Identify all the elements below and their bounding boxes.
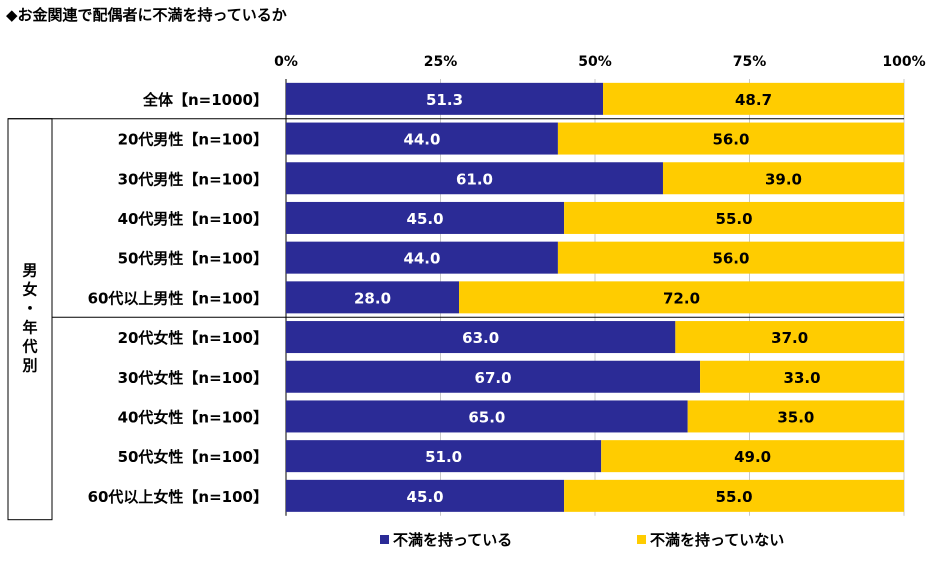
bar-segment (557, 122, 904, 155)
bar-segment (662, 162, 904, 195)
bar-segment (557, 241, 904, 274)
x-tick-label: 25% (424, 54, 458, 70)
category-label: 30代男性【n=100】 (118, 170, 268, 188)
bar-segment (564, 479, 904, 512)
bar-segment (286, 360, 701, 393)
bar-segment (700, 360, 904, 393)
bar-segment (687, 400, 904, 433)
bar-segment (459, 281, 904, 314)
data-label: 56.0 (712, 250, 749, 268)
legend-swatch (380, 535, 389, 544)
bar-segment (564, 201, 904, 234)
data-label: 51.0 (425, 448, 462, 466)
category-label: 全体【n=1000】 (142, 91, 268, 109)
data-label: 44.0 (403, 250, 440, 268)
bar-segment (286, 400, 688, 433)
category-label: 60代以上男性【n=100】 (88, 289, 268, 307)
data-label: 65.0 (468, 408, 505, 426)
group-label-char: 女 (22, 281, 37, 299)
data-label: 63.0 (462, 329, 499, 347)
legend-swatch (637, 535, 646, 544)
group-label-char: 男 (22, 262, 37, 280)
data-label: 48.7 (735, 91, 772, 109)
bar-segment (286, 201, 565, 234)
category-label: 40代女性【n=100】 (118, 408, 268, 426)
bar-segment (286, 241, 558, 274)
category-label: 50代女性【n=100】 (118, 448, 268, 466)
bar-segment (286, 281, 460, 314)
data-label: 72.0 (663, 289, 700, 307)
category-label: 30代女性【n=100】 (118, 369, 268, 387)
category-label: 60代以上女性【n=100】 (88, 488, 268, 506)
chart-title: ◆お金関連で配偶者に不満を持っているか (6, 6, 287, 24)
bar-segment (286, 122, 558, 155)
group-label-char: 代 (21, 338, 37, 356)
bar-segment (601, 440, 904, 473)
data-label: 61.0 (456, 170, 493, 188)
data-label: 67.0 (475, 369, 512, 387)
group-label-char: ・ (22, 300, 37, 318)
bar-segment (286, 479, 565, 512)
bar-segment (286, 82, 604, 115)
bar-segment (286, 321, 676, 354)
legend-label: 不満を持っていない (650, 531, 784, 549)
data-label: 44.0 (403, 131, 440, 149)
data-label: 33.0 (784, 369, 821, 387)
category-label: 20代女性【n=100】 (118, 329, 268, 347)
bar-segment (675, 321, 904, 354)
data-label: 49.0 (734, 448, 771, 466)
data-label: 51.3 (426, 91, 463, 109)
data-label: 35.0 (777, 408, 814, 426)
data-label: 56.0 (712, 131, 749, 149)
x-tick-label: 50% (578, 54, 612, 70)
bar-segment (286, 440, 602, 473)
bar-segment (603, 82, 904, 115)
group-label-char: 年 (22, 319, 37, 337)
x-tick-label: 0% (274, 54, 298, 70)
category-label: 40代男性【n=100】 (118, 210, 268, 228)
group-bracket (7, 118, 53, 521)
data-label: 45.0 (407, 210, 444, 228)
data-label: 28.0 (354, 289, 391, 307)
x-tick-label: 100% (882, 54, 925, 70)
data-label: 39.0 (765, 170, 802, 188)
data-label: 55.0 (716, 210, 753, 228)
legend-label: 不満を持っている (393, 531, 512, 549)
data-label: 45.0 (407, 488, 444, 506)
x-tick-label: 75% (733, 54, 767, 70)
group-label-char: 別 (21, 357, 37, 375)
category-label: 50代男性【n=100】 (118, 250, 268, 268)
data-label: 37.0 (771, 329, 808, 347)
data-label: 55.0 (716, 488, 753, 506)
category-label: 20代男性【n=100】 (118, 131, 268, 149)
bar-segment (286, 162, 663, 195)
